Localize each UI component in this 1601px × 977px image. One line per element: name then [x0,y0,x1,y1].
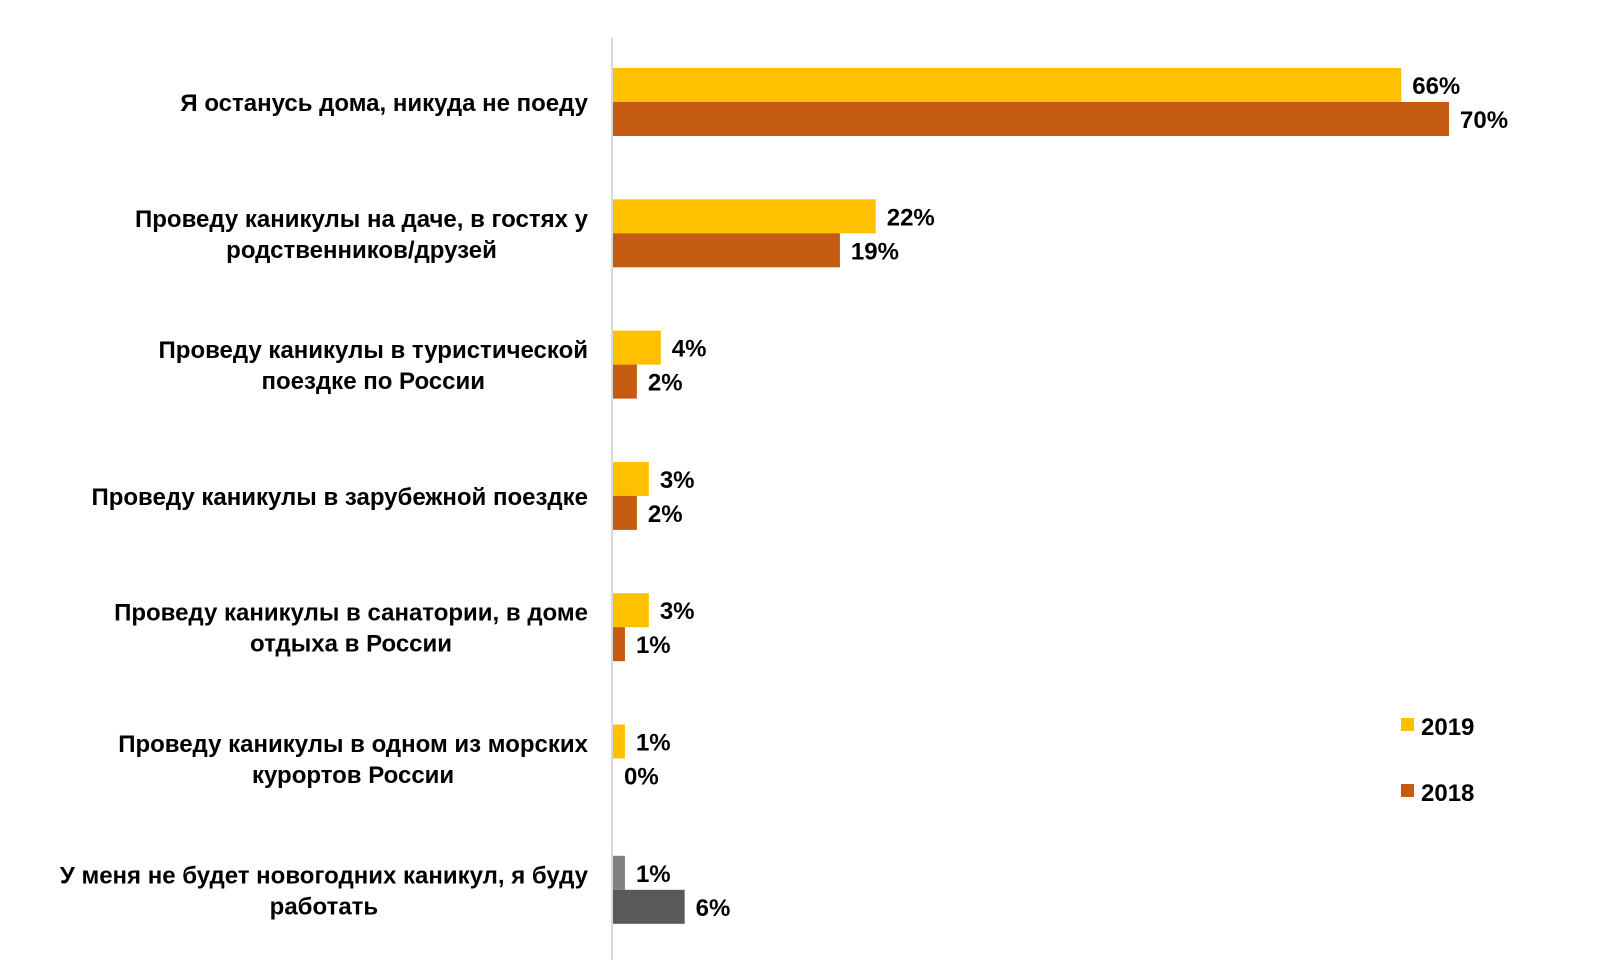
bar-2019 [613,855,625,890]
legend-label-2018: 2018 [1421,780,1474,807]
category-label: Я останусь дома, никуда не поеду [180,90,588,117]
category-label: У меня не будет новогодних каникул, я бу… [60,862,589,889]
data-label-2018: 2% [648,501,683,528]
bar-2019 [613,68,1402,102]
category-label: поездке по России [262,368,485,395]
data-label-2018: 6% [696,895,731,922]
data-label-2019: 1% [636,730,671,757]
bar-2019 [613,461,649,496]
data-label-2019: 3% [660,598,695,625]
category-label: родственников/друзей [226,237,497,264]
category-label: Проведу каникулы в одном из морских [118,731,588,758]
bar-2019 [613,724,625,759]
bar-2019 [613,330,661,365]
data-label-2018: 1% [636,632,671,659]
legend-label-2019: 2019 [1421,714,1474,741]
category-label: работать [270,893,379,920]
data-label-2019: 3% [660,467,695,494]
bar-2018 [613,233,840,268]
data-label-2019: 1% [636,861,671,888]
bar-2018 [613,364,637,399]
bar-2018 [613,627,625,662]
data-label-2018: 70% [1460,107,1508,134]
data-label-2018: 19% [851,238,899,265]
bar-2018 [613,495,637,530]
category-label: курортов России [252,762,454,789]
legend-swatch-2018 [1401,784,1414,797]
category-label: Проведу каникулы в туристической [159,337,588,364]
bar-2018 [613,889,685,924]
data-label-2018: 0% [624,764,659,791]
category-label: Проведу каникулы в зарубежной поездке [91,484,588,511]
bar-2018 [613,102,1449,136]
category-label: Проведу каникулы на даче, в гостях у [135,206,589,233]
data-label-2019: 22% [887,204,935,231]
bar-2019 [613,199,876,234]
data-label-2018: 2% [648,370,683,397]
category-label: Проведу каникулы в санатории, в доме [114,600,588,627]
legend-swatch-2019 [1401,718,1414,731]
data-label-2019: 66% [1412,73,1460,100]
category-label: отдыха в России [250,631,452,658]
bar-2019 [613,593,649,628]
data-label-2019: 4% [672,336,707,363]
